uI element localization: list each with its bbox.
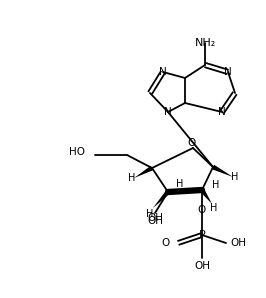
Text: OH: OH <box>147 213 163 223</box>
Text: H: H <box>146 209 154 219</box>
Text: N: N <box>218 107 226 117</box>
Text: H: H <box>212 180 220 190</box>
Polygon shape <box>153 190 170 208</box>
Text: N: N <box>159 67 167 77</box>
Text: P: P <box>199 230 205 240</box>
Text: OH: OH <box>230 238 246 248</box>
Polygon shape <box>200 189 212 204</box>
Text: HO: HO <box>69 147 85 157</box>
Text: NH₂: NH₂ <box>194 38 216 48</box>
Text: O: O <box>162 238 170 248</box>
Text: OH: OH <box>147 216 163 226</box>
Polygon shape <box>134 166 153 178</box>
Text: N: N <box>224 67 232 77</box>
Text: H: H <box>231 172 239 182</box>
Text: H: H <box>128 173 136 183</box>
Text: O: O <box>198 205 206 215</box>
Polygon shape <box>212 165 233 177</box>
Text: H: H <box>176 179 184 189</box>
Text: N: N <box>164 107 172 117</box>
Text: O: O <box>187 138 195 148</box>
Text: H: H <box>210 203 218 213</box>
Text: OH: OH <box>194 261 210 271</box>
